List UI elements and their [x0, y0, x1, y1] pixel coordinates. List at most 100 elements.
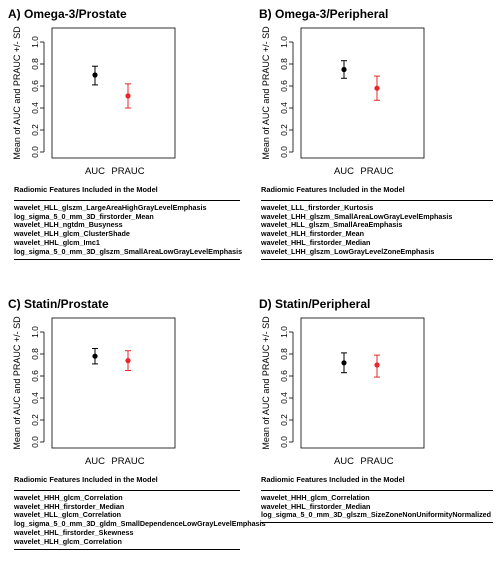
feature-item: wavelet_HLL_glszm_SmallAreaEmphasis	[261, 220, 403, 230]
feature-item: wavelet_LHH_glszm_SmallAreaLowGrayLevelE…	[261, 211, 453, 221]
feature-item: wavelet_HHL_firstorder_Skewness	[14, 527, 134, 537]
feature-item: wavelet_HHH_firstorder_Median	[14, 501, 125, 511]
x-tick-label: PRAUC	[360, 456, 393, 467]
y-axis-label: Mean of AUC and PRAUC +/- SD	[12, 26, 22, 160]
x-tick-label: PRAUC	[111, 456, 144, 467]
y-tick-label: 0.2	[30, 124, 40, 136]
features-list: wavelet_HHH_glcm_Correlation wavelet_HHL…	[261, 491, 493, 522]
y-tick-label: 1.0	[279, 326, 289, 338]
feature-item: wavelet_HLH_glcm_ClusterShade	[14, 229, 130, 239]
y-tick-label: 0.4	[30, 392, 40, 404]
y-tick-label: 0.4	[279, 392, 289, 404]
table-rule-top	[14, 489, 240, 491]
x-tick-label: AUC	[85, 456, 105, 467]
table-rule-top	[261, 199, 493, 201]
x-tick-label: AUC	[85, 166, 105, 177]
y-tick-label: 0.2	[279, 414, 289, 426]
data-point	[125, 93, 131, 99]
chart-a: 0.0 0.2 0.4 0.6 0.8 1.0 Mean of AUC and PRAUC …	[12, 26, 176, 177]
feature-item: wavelet_HLH_firstorder_Mean	[261, 229, 365, 239]
y-axis-label: Mean of AUC and PRAUC +/- SD	[261, 26, 271, 160]
panel-title: C) Statin/Prostate	[8, 297, 109, 311]
feature-item: wavelet_HHL_glcm_Imc1	[14, 237, 100, 247]
y-tick-label: 0.0	[279, 436, 289, 448]
feature-item: wavelet_HHH_glcm_Correlation	[261, 492, 370, 502]
y-tick-label: 1.0	[30, 326, 40, 338]
features-list: wavelet_HLL_glszm_LargeAreaHighGrayLevel…	[14, 201, 243, 259]
feature-item: wavelet_HHL_firstorder_Median	[261, 501, 371, 511]
data-point	[341, 360, 347, 366]
panel-title: A) Omega-3/Prostate	[8, 7, 127, 21]
y-tick-label: 0.8	[279, 58, 289, 70]
feature-item: log_sigma_5_0_mm_3D_glszm_SizeZoneNonUni…	[261, 510, 492, 520]
y-tick-label: 0.4	[30, 102, 40, 114]
features-heading: Radiomic Features Included in the Model	[261, 185, 405, 194]
y-tick-label: 0.8	[279, 348, 289, 360]
y-tick-label: 0.0	[30, 146, 40, 158]
features-heading: Radiomic Features Included in the Model	[14, 475, 158, 484]
y-tick-label: 0.6	[30, 80, 40, 92]
x-tick-label: PRAUC	[360, 166, 393, 177]
data-point	[374, 85, 380, 91]
y-tick-label: 0.6	[279, 80, 289, 92]
y-tick-label: 0.0	[279, 146, 289, 158]
panel-title: B) Omega-3/Peripheral	[259, 7, 389, 21]
y-tick-label: 1.0	[279, 36, 289, 48]
panel-title: D) Statin/Peripheral	[259, 297, 371, 311]
plot-frame	[51, 27, 176, 159]
feature-item: wavelet_LHH_glszm_LowGrayLevelZoneEmphas…	[261, 246, 435, 256]
feature-item: log_sigma_5_0_mm_3D_glszm_SmallAreaLowGr…	[14, 246, 243, 256]
feature-item: wavelet_HHL_firstorder_Median	[261, 237, 371, 247]
panel-d: D) Statin/Peripheral 0.0 0.2 0.4 0.6 0.8 1.0 M…	[249, 290, 498, 565]
table-rule-top	[14, 199, 240, 201]
feature-item: log_sigma_5_0_mm_3D_firstorder_Mean	[14, 211, 154, 221]
table-rule-bottom	[261, 522, 493, 524]
feature-item: wavelet_HLH_glcm_Correlation	[14, 536, 122, 546]
features-table-b: Radiomic Features Included in the Model …	[261, 185, 493, 260]
feature-item: wavelet_HHH_glcm_Correlation	[14, 492, 123, 502]
chart-b: 0.0 0.2 0.4 0.6 0.8 1.0 Mean of AUC and PRAUC …	[261, 26, 425, 177]
y-tick-label: 0.8	[30, 348, 40, 360]
features-list: wavelet_HHH_glcm_Correlation wavelet_HHH…	[14, 491, 266, 549]
y-axis-label: Mean of AUC and PRAUC +/- SD	[261, 316, 271, 450]
table-rule-top	[261, 489, 493, 491]
feature-item: log_sigma_5_0_mm_3D_gldm_SmallDependence…	[14, 519, 266, 529]
features-heading: Radiomic Features Included in the Model	[14, 185, 158, 194]
panel-a: A) Omega-3/Prostate 0.0 0.2 0.4 0.6 0.8 1.0 Me…	[0, 0, 249, 275]
data-point	[341, 66, 347, 73]
x-tick-label: PRAUC	[111, 166, 144, 177]
y-tick-label: 0.8	[30, 58, 40, 70]
feature-item: wavelet_HLL_glszm_LargeAreaHighGrayLevel…	[14, 202, 207, 212]
y-tick-label: 0.6	[279, 370, 289, 382]
panel-c: C) Statin/Prostate 0.0 0.2 0.4 0.6 0.8 1.0 Mea…	[0, 290, 266, 565]
plot-frame	[51, 317, 176, 449]
data-point	[125, 358, 131, 364]
features-list: wavelet_LLL_firstorder_Kurtosis wavelet_…	[261, 201, 493, 259]
plot-frame	[300, 27, 425, 159]
features-heading: Radiomic Features Included in the Model	[261, 475, 405, 484]
chart-d: 0.0 0.2 0.4 0.6 0.8 1.0 Mean of AUC and PRAUC …	[261, 316, 425, 467]
plot-frame	[300, 317, 425, 449]
x-tick-label: AUC	[334, 456, 354, 467]
table-rule-bottom	[14, 258, 240, 260]
table-rule-bottom	[14, 548, 240, 550]
feature-item: wavelet_HLH_ngtdm_Busyness	[14, 220, 123, 230]
y-tick-label: 0.2	[279, 124, 289, 136]
data-point	[92, 72, 98, 78]
features-table-a: Radiomic Features Included in the Model …	[14, 185, 243, 260]
features-table-d: Radiomic Features Included in the Model …	[261, 475, 493, 524]
y-tick-label: 0.0	[30, 436, 40, 448]
y-tick-label: 1.0	[30, 36, 40, 48]
data-point	[374, 362, 380, 368]
y-tick-label: 0.4	[279, 102, 289, 114]
data-point	[92, 353, 98, 359]
features-table-c: Radiomic Features Included in the Model …	[14, 475, 266, 550]
x-tick-label: AUC	[334, 166, 354, 177]
y-tick-label: 0.2	[30, 414, 40, 426]
table-rule-bottom	[261, 258, 493, 260]
y-tick-label: 0.6	[30, 370, 40, 382]
panel-b: B) Omega-3/Peripheral 0.0 0.2 0.4 0.6 0.8 1.0…	[249, 0, 498, 275]
feature-item: wavelet_LLL_firstorder_Kurtosis	[261, 202, 374, 212]
y-axis-label: Mean of AUC and PRAUC +/- SD	[12, 316, 22, 450]
feature-item: wavelet_HLL_glcm_Correlation	[14, 510, 122, 520]
